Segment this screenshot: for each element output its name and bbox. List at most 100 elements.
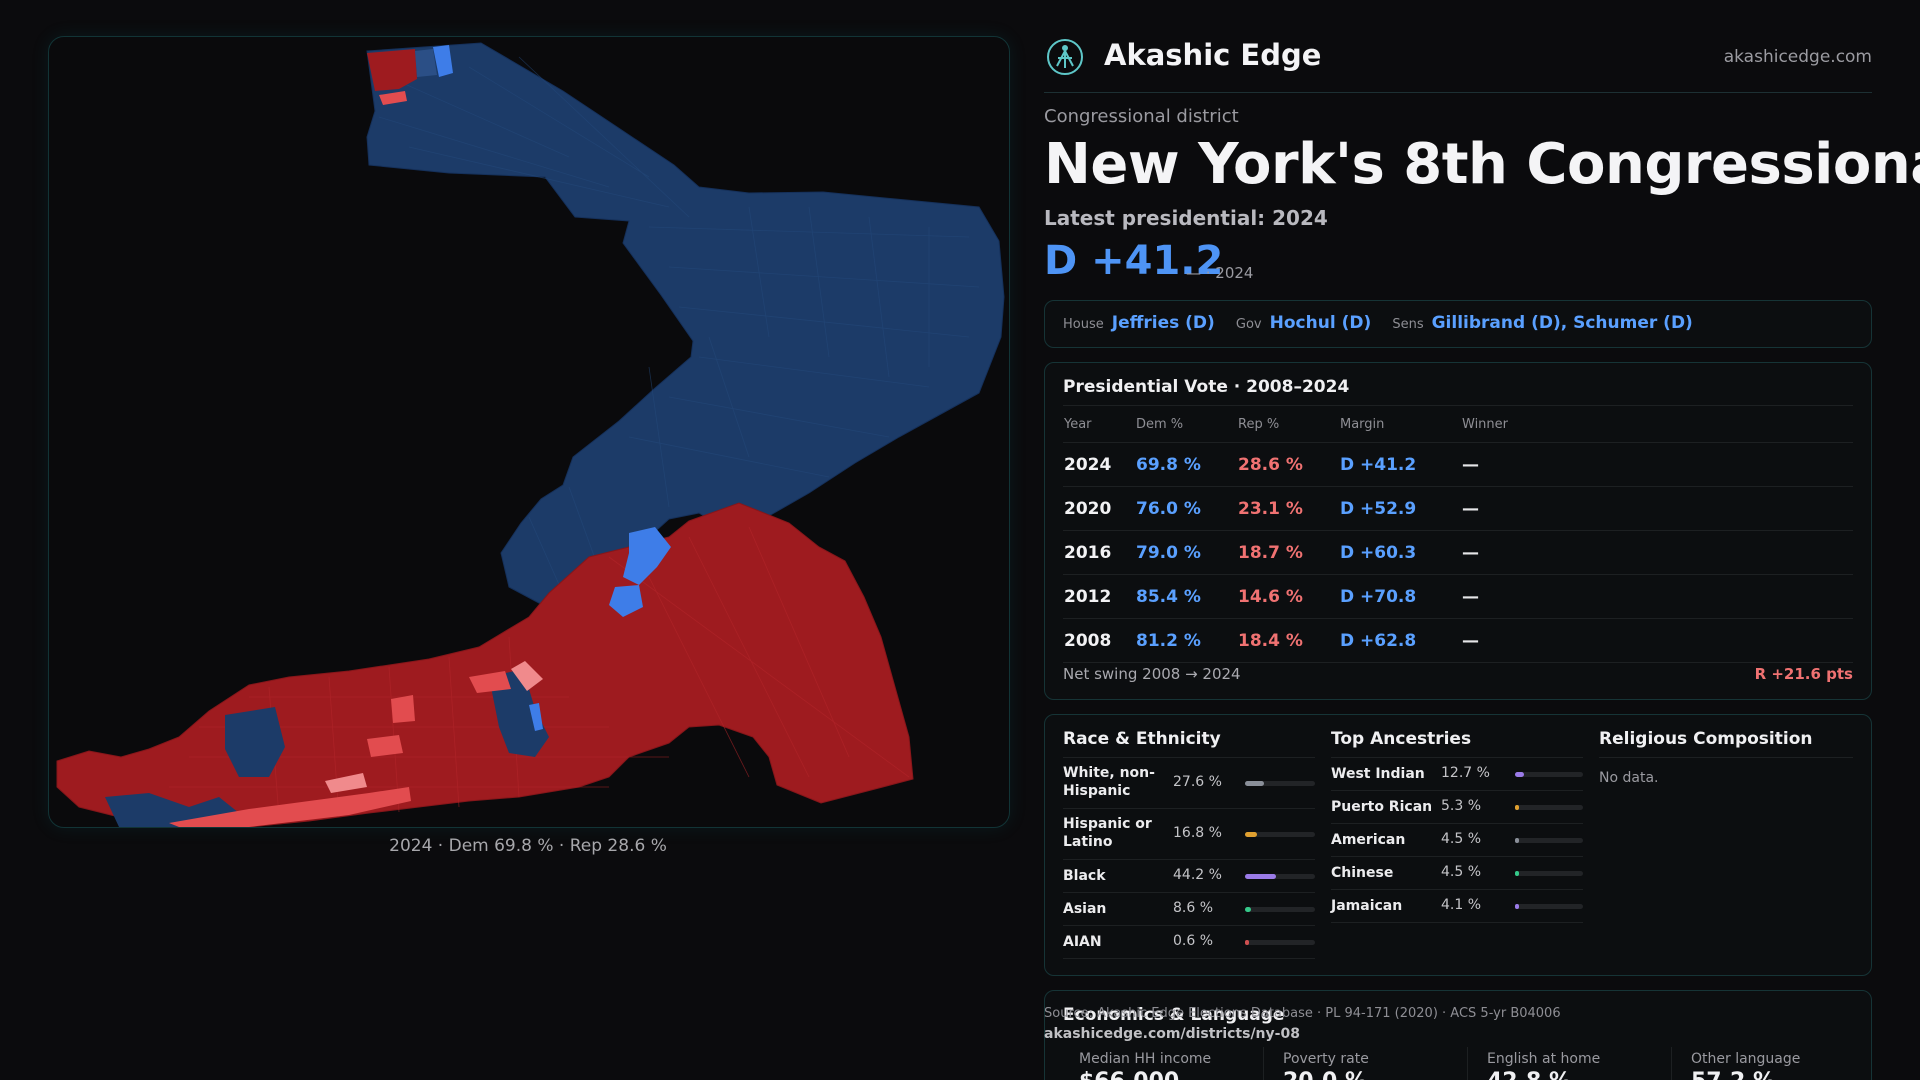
map-pocket-rep-light-3[interactable] [511, 661, 543, 691]
row-rep: 23.1 % [1237, 486, 1339, 531]
demographic-bar-fill [1515, 904, 1519, 909]
demographic-bar-track [1245, 940, 1315, 945]
row-year: 2012 [1063, 574, 1135, 619]
row-year: 2016 [1063, 530, 1135, 575]
econ-metric-value: $66,000 [1079, 1069, 1179, 1080]
map-pocket-rep-light-4[interactable] [325, 773, 367, 793]
demographic-label: West Indian [1331, 766, 1425, 782]
demographic-bar-fill [1515, 805, 1519, 810]
row-rep: 28.6 % [1237, 442, 1339, 487]
table-header-row: Year Dem % Rep % Margin Winner [1063, 405, 1853, 443]
demographic-row: Hispanic or Latino 16.8 % [1063, 809, 1315, 860]
row-dem: 69.8 % [1135, 442, 1237, 487]
rep-gov-value[interactable]: Hochul (D) [1269, 313, 1372, 333]
econ-metric-label: Median HH income [1079, 1051, 1212, 1067]
demographic-percent: 4.1 % [1441, 897, 1482, 913]
col-winner: Winner [1461, 405, 1853, 443]
religion-column: Religious Composition No data. [1599, 729, 1853, 786]
demographics-card: Race & Ethnicity White, non-Hispanic 27.6… [1044, 714, 1872, 976]
demographic-bar-track [1515, 871, 1583, 876]
map-pocket-dem-6[interactable] [529, 703, 543, 731]
ancestry-title: Top Ancestries [1331, 729, 1583, 758]
map-pocket-rep-light-2[interactable] [469, 671, 511, 693]
demographic-row: American 4.5 % [1331, 824, 1583, 857]
table-row: 2008 81.2 % 18.4 % D +62.8 — [1063, 618, 1853, 663]
demographic-label: Jamaican [1331, 898, 1403, 914]
page-url[interactable]: akashicedge.com/districts/ny-08 [1044, 1026, 1300, 1042]
demographic-label: AIAN [1063, 934, 1102, 950]
latest-margin: D +41.2 [1044, 238, 1224, 284]
row-dem: 76.0 % [1135, 486, 1237, 531]
row-year: 2008 [1063, 618, 1135, 663]
demographic-label: American [1331, 832, 1406, 848]
latest-margin-sub: — · 2024 [1186, 264, 1254, 282]
map-pocket-rep-light-5[interactable] [367, 735, 403, 757]
row-dem: 85.4 % [1135, 574, 1237, 619]
row-winner: — [1461, 486, 1853, 531]
demographic-bar-fill [1515, 838, 1519, 843]
demographic-bar-track [1515, 838, 1583, 843]
map-dem-precinct-lines [378, 56, 980, 608]
demographic-percent: 8.6 % [1173, 900, 1214, 916]
map-tip-rep-light[interactable] [379, 91, 407, 105]
econ-divider [1671, 1047, 1672, 1080]
econ-metric-label: Poverty rate [1283, 1051, 1369, 1067]
demographic-bar-fill [1245, 781, 1264, 786]
table-row: 2024 69.8 % 28.6 % D +41.2 — [1063, 442, 1853, 487]
demographic-bar-track [1245, 781, 1315, 786]
demographic-bar-fill [1245, 940, 1249, 945]
row-rep: 14.6 % [1237, 574, 1339, 619]
district-map[interactable] [48, 36, 1010, 828]
demographic-bar-track [1245, 832, 1315, 837]
demographic-bar-track [1245, 874, 1315, 879]
rep-sens-value[interactable]: Gillibrand (D), Schumer (D) [1431, 313, 1693, 333]
source-note: Source: Akashic Edge Elections Database … [1044, 1006, 1561, 1021]
map-pocket-dem-1[interactable] [225, 707, 285, 777]
religion-no-data: No data. [1599, 770, 1659, 786]
demographic-percent: 0.6 % [1173, 933, 1214, 949]
row-winner: — [1461, 574, 1853, 619]
map-pocket-dem-2[interactable] [489, 669, 549, 757]
demographic-row: Asian 8.6 % [1063, 893, 1315, 926]
row-year: 2020 [1063, 486, 1135, 531]
demographic-percent: 16.8 % [1173, 825, 1222, 841]
map-tip-dem-dark[interactable] [415, 49, 437, 77]
demographic-bar-track [1245, 907, 1315, 912]
table-row: 2016 79.0 % 18.7 % D +60.3 — [1063, 530, 1853, 575]
demographic-row: AIAN 0.6 % [1063, 926, 1315, 959]
top-bar: Akashic Edge akashicedge.com [1044, 30, 1872, 93]
row-dem: 81.2 % [1135, 618, 1237, 663]
demographic-label: Hispanic or Latino [1063, 816, 1152, 850]
row-margin: D +60.3 [1339, 530, 1461, 575]
demographic-row: White, non-Hispanic 27.6 % [1063, 758, 1315, 809]
brand-name[interactable]: Akashic Edge [1104, 38, 1322, 72]
latest-presidential-label: Latest presidential: 2024 [1044, 206, 1328, 230]
demographic-row: Chinese 4.5 % [1331, 857, 1583, 890]
site-link[interactable]: akashicedge.com [1723, 47, 1872, 67]
page-kicker: Congressional district [1044, 106, 1239, 127]
rep-house-value[interactable]: Jeffries (D) [1111, 313, 1215, 333]
demographic-row: Jamaican 4.1 % [1331, 890, 1583, 923]
econ-metric-value: 20.0 % [1283, 1069, 1367, 1080]
row-year: 2024 [1063, 442, 1135, 487]
map-pocket-rep-light-6[interactable] [391, 695, 415, 723]
table-row: 2020 76.0 % 23.1 % D +52.9 — [1063, 486, 1853, 531]
map-pocket-dem-4[interactable] [623, 527, 671, 585]
row-rep: 18.4 % [1237, 618, 1339, 663]
map-pocket-dem-5[interactable] [609, 585, 643, 617]
table-row: 2012 85.4 % 14.6 % D +70.8 — [1063, 574, 1853, 619]
econ-metric-value: 42.8 % [1487, 1069, 1571, 1080]
map-pocket-rep-light-1[interactable] [169, 787, 411, 827]
rep-sens-label: Sens [1392, 317, 1424, 332]
religion-title: Religious Composition [1599, 729, 1853, 758]
demographic-percent: 12.7 % [1441, 765, 1490, 781]
net-swing-value: R +21.6 pts [1754, 665, 1853, 683]
map-region-rep-south[interactable] [56, 502, 914, 827]
map-tip-rep[interactable] [367, 49, 417, 91]
demographic-percent: 4.5 % [1441, 864, 1482, 880]
row-dem: 79.0 % [1135, 530, 1237, 575]
map-tip-dem-light[interactable] [433, 45, 453, 77]
demographic-bar-fill [1245, 907, 1251, 912]
demographic-label: Black [1063, 868, 1106, 884]
rep-house-label: House [1063, 317, 1104, 332]
